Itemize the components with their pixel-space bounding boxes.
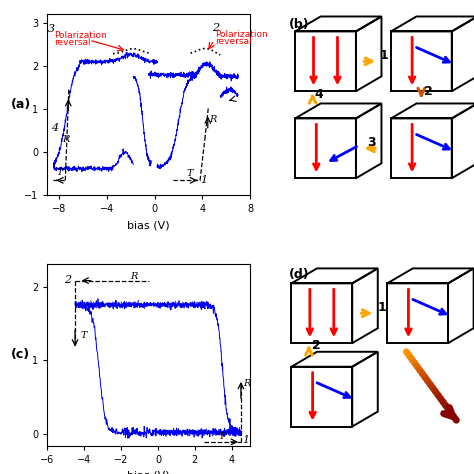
- Text: Polarization: Polarization: [215, 30, 268, 39]
- X-axis label: bias (V): bias (V): [128, 220, 170, 230]
- Text: 1: 1: [242, 435, 249, 446]
- Text: 3: 3: [367, 136, 375, 149]
- Text: T: T: [187, 169, 193, 178]
- Text: (c): (c): [11, 348, 30, 362]
- Text: 1: 1: [377, 301, 386, 313]
- Text: R: R: [130, 272, 138, 281]
- Text: R: R: [243, 379, 250, 388]
- Text: Polarization: Polarization: [55, 31, 107, 40]
- Text: reversal: reversal: [55, 38, 91, 47]
- Text: 4: 4: [315, 89, 324, 101]
- Text: T: T: [219, 432, 225, 441]
- Text: 2: 2: [424, 85, 433, 98]
- Text: R: R: [209, 115, 216, 124]
- Text: 3: 3: [47, 24, 55, 34]
- Text: T: T: [81, 331, 87, 340]
- Text: (a): (a): [11, 98, 31, 111]
- Text: (d): (d): [289, 268, 309, 281]
- Text: 2: 2: [64, 275, 71, 285]
- Text: 1: 1: [380, 49, 389, 62]
- Text: 2: 2: [212, 23, 219, 33]
- X-axis label: bias (V): bias (V): [128, 470, 170, 474]
- Text: (b): (b): [289, 18, 309, 31]
- Text: 4: 4: [51, 123, 58, 133]
- Text: R: R: [62, 135, 69, 144]
- Text: 2: 2: [312, 338, 320, 352]
- Text: 1: 1: [201, 175, 208, 185]
- Text: T: T: [57, 168, 64, 177]
- Text: reversal: reversal: [215, 36, 252, 46]
